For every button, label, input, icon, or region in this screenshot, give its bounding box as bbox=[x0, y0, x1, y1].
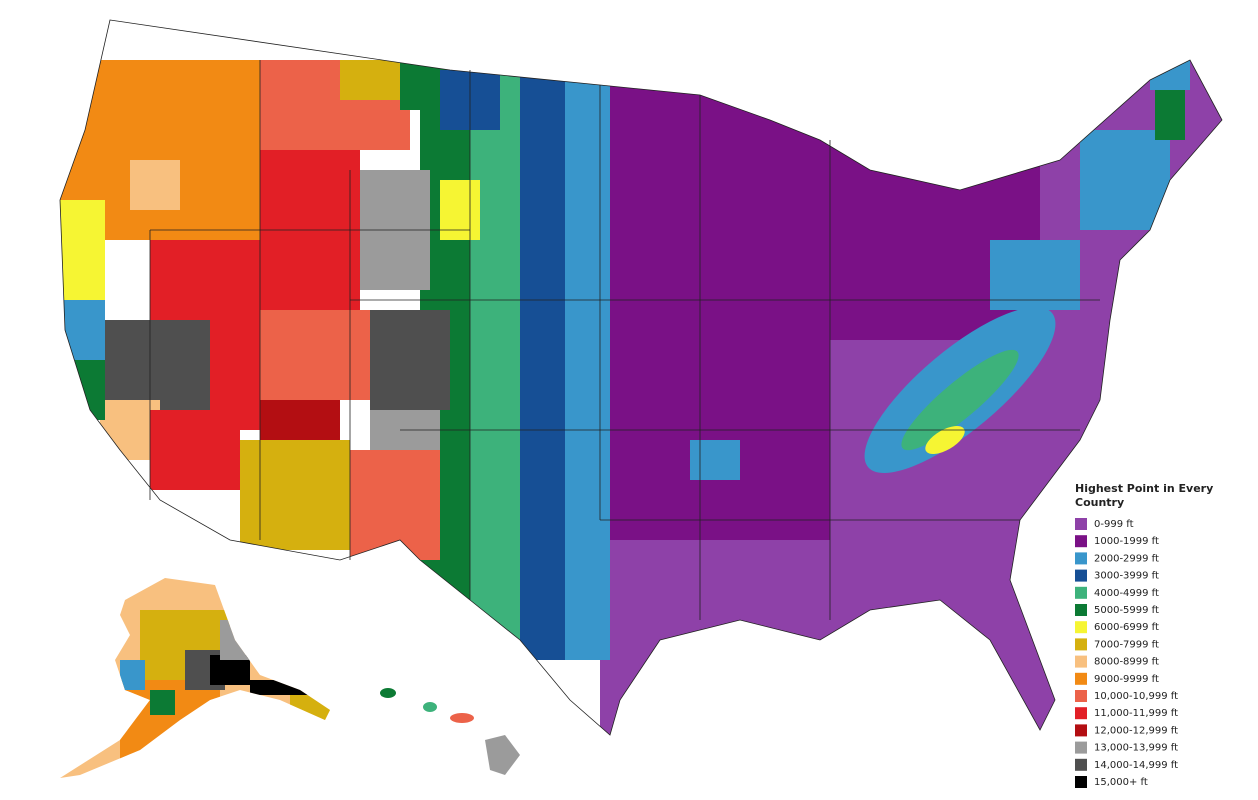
region bbox=[450, 713, 474, 723]
legend-swatch bbox=[1075, 638, 1087, 651]
region bbox=[520, 60, 565, 660]
region bbox=[150, 690, 175, 715]
legend-label: 5000-5999 ft bbox=[1094, 605, 1159, 616]
legend-swatch bbox=[1075, 741, 1087, 754]
legend-swatch bbox=[1075, 604, 1087, 616]
region bbox=[60, 300, 105, 360]
legend-label: 1000-1999 ft bbox=[1094, 536, 1159, 547]
legend-swatch bbox=[1075, 724, 1087, 737]
legend-label: 15,000+ ft bbox=[1094, 777, 1148, 788]
legend-swatch bbox=[1075, 621, 1087, 634]
hawaii bbox=[380, 688, 520, 775]
legend-label: 8000-8999 ft bbox=[1094, 657, 1159, 668]
legend: Highest Point in Every Country 0-999 ft 1… bbox=[1075, 482, 1213, 788]
region bbox=[370, 310, 450, 410]
region bbox=[690, 440, 740, 480]
alaska bbox=[60, 578, 330, 778]
legend-swatch bbox=[1075, 707, 1087, 720]
region bbox=[340, 60, 410, 100]
region bbox=[990, 240, 1080, 310]
region bbox=[130, 160, 180, 210]
legend-swatch bbox=[1075, 758, 1087, 771]
legend-label: 14,000-14,999 ft bbox=[1094, 760, 1178, 771]
legend-label: 2000-2999 ft bbox=[1094, 553, 1159, 564]
region bbox=[925, 426, 965, 454]
region bbox=[220, 620, 250, 660]
legend-swatch bbox=[1075, 586, 1087, 599]
legend-label: 7000-7999 ft bbox=[1094, 639, 1159, 650]
region bbox=[240, 440, 350, 550]
legend-swatch bbox=[1075, 569, 1087, 582]
region bbox=[250, 680, 310, 695]
legend-label: 6000-6999 ft bbox=[1094, 622, 1159, 633]
legend-label: 10,000-10,999 ft bbox=[1094, 691, 1178, 702]
legend-label: 13,000-13,999 ft bbox=[1094, 743, 1178, 754]
region bbox=[485, 735, 520, 775]
legend-title: Highest Point in Every bbox=[1075, 482, 1213, 495]
region bbox=[60, 360, 105, 420]
region bbox=[470, 60, 520, 660]
legend-swatch bbox=[1075, 672, 1087, 685]
region bbox=[350, 450, 440, 560]
region bbox=[1080, 130, 1170, 230]
legend-label: 9000-9999 ft bbox=[1094, 674, 1159, 685]
legend-label: 3000-3999 ft bbox=[1094, 571, 1159, 582]
region bbox=[290, 695, 330, 725]
legend-label: 4000-4999 ft bbox=[1094, 588, 1159, 599]
region bbox=[1150, 60, 1190, 90]
legend-swatch bbox=[1075, 655, 1087, 668]
legend-label: 0-999 ft bbox=[1094, 519, 1134, 530]
legend-swatch bbox=[1075, 518, 1087, 530]
legend-swatch bbox=[1075, 690, 1087, 702]
region bbox=[560, 60, 610, 660]
legend-title: Country bbox=[1075, 496, 1124, 509]
legend-label: 12,000-12,999 ft bbox=[1094, 725, 1178, 736]
legend-swatch bbox=[1075, 552, 1087, 565]
region bbox=[901, 349, 1019, 451]
legend-swatch bbox=[1075, 776, 1087, 788]
region bbox=[100, 320, 210, 410]
region bbox=[120, 660, 145, 690]
legend-label: 11,000-11,999 ft bbox=[1094, 708, 1178, 719]
region bbox=[440, 180, 480, 240]
region bbox=[260, 310, 370, 400]
region bbox=[423, 702, 437, 712]
legend-swatch bbox=[1075, 535, 1087, 548]
region bbox=[150, 410, 240, 490]
region bbox=[380, 688, 396, 698]
